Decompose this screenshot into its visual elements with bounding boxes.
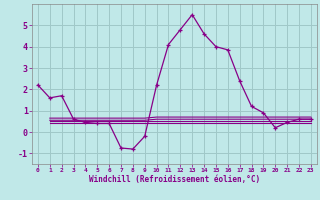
X-axis label: Windchill (Refroidissement éolien,°C): Windchill (Refroidissement éolien,°C) [89,175,260,184]
